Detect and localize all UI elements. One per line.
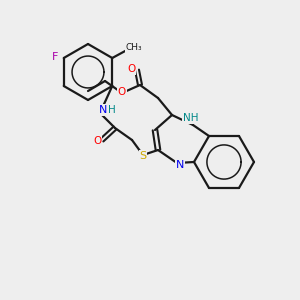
Text: H: H — [108, 105, 116, 115]
Text: O: O — [118, 87, 126, 97]
Text: S: S — [140, 151, 147, 161]
Text: F: F — [52, 52, 58, 62]
Text: NH: NH — [183, 113, 199, 123]
Text: N: N — [176, 160, 184, 170]
Text: O: O — [93, 136, 101, 146]
Text: O: O — [127, 64, 135, 74]
Text: N: N — [99, 105, 107, 115]
Text: CH₃: CH₃ — [126, 44, 142, 52]
